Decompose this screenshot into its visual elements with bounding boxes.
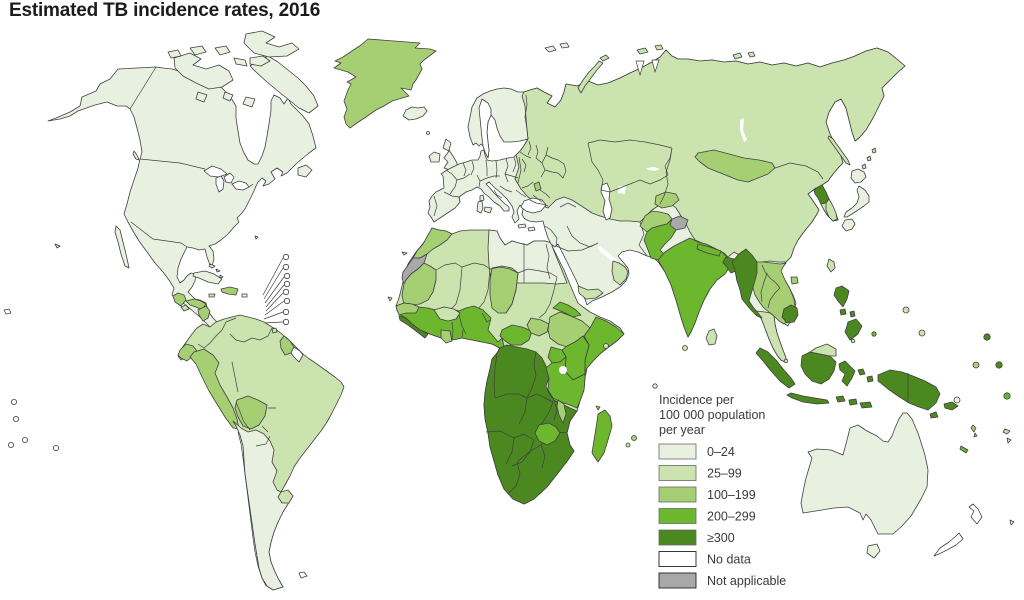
- svg-text:200–299: 200–299: [707, 510, 756, 524]
- svg-text:Not applicable: Not applicable: [707, 574, 786, 588]
- svg-text:25–99: 25–99: [707, 467, 742, 481]
- svg-text:Incidence per: Incidence per: [659, 393, 734, 407]
- svg-text:≥300: ≥300: [707, 531, 735, 545]
- svg-text:100 000 population: 100 000 population: [659, 408, 765, 422]
- svg-text:100–199: 100–199: [707, 488, 756, 502]
- svg-text:per year: per year: [659, 423, 705, 437]
- svg-text:No data: No data: [707, 553, 751, 567]
- svg-text:0–24: 0–24: [707, 445, 735, 459]
